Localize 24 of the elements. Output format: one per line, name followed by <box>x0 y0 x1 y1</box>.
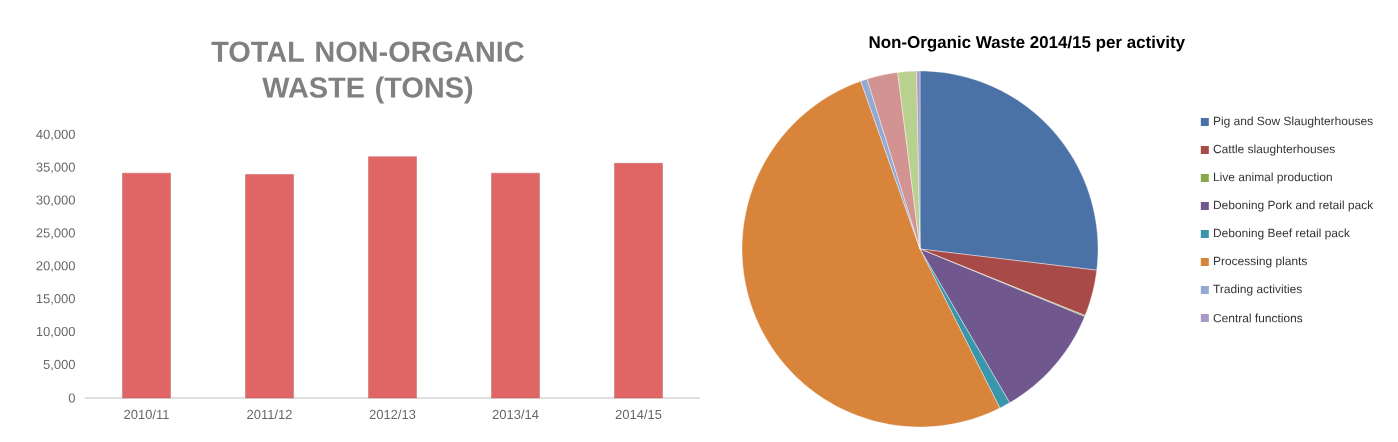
y-tick-label: 10,000 <box>36 326 75 338</box>
chart-title: Non-Organic Waste 2014/15 per activity <box>869 35 1185 52</box>
y-tick-label: 25,000 <box>36 228 75 239</box>
y-tick-label: 35,000 <box>36 162 75 174</box>
y-tick-label: 5,000 <box>43 359 75 371</box>
x-tick-label: 2013/14 <box>492 409 539 420</box>
legend-label: Cattle slaughterhouses <box>1213 144 1335 156</box>
legend-label: Pig and Sow Slaughterhouses <box>1214 116 1373 128</box>
y-tick-label: 0 <box>68 393 75 403</box>
legend-label: Trading activities <box>1213 284 1302 296</box>
legend-label: Processing plants <box>1214 256 1307 268</box>
y-tick-label: 30,000 <box>36 195 75 207</box>
y-tick-label: 15,000 <box>36 294 75 305</box>
x-tick-label: 2012/13 <box>369 409 416 420</box>
legend-label: Central functions <box>1213 313 1303 323</box>
x-tick-label: 2011/12 <box>247 409 292 420</box>
y-tick-label: 20,000 <box>36 261 75 272</box>
legend-label: Deboning Pork and retail pack <box>1214 200 1374 212</box>
y-tick-label: 40,000 <box>36 129 75 141</box>
legend-label: Deboning Beef retail pack <box>1214 228 1350 240</box>
chart-title: TOTAL NON-ORGANIC WASTE (TONS) <box>211 41 524 104</box>
x-tick-label: 2014/15 <box>615 409 662 420</box>
legend-label: Live animal production <box>1214 172 1332 184</box>
x-tick-label: 2010/11 <box>124 409 169 420</box>
